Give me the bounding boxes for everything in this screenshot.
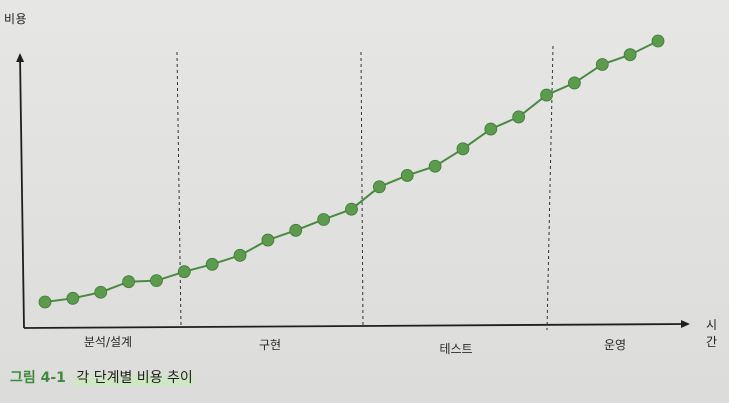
data-point-12 — [345, 202, 358, 216]
data-point-20 — [568, 76, 581, 90]
x-axis-label: 시간 — [706, 318, 718, 349]
data-point-4 — [122, 275, 135, 289]
data-point-6 — [177, 265, 191, 279]
phase-dividers — [176, 45, 554, 331]
y-axis-label: 비용 — [4, 12, 28, 26]
caption-text: 각 단계별 비용 추이 — [74, 370, 195, 386]
data-point-9 — [261, 233, 275, 247]
data-point-23 — [651, 34, 665, 48]
data-point-1 — [38, 295, 52, 309]
data-point-21 — [595, 58, 609, 71]
data-point-18 — [512, 110, 526, 124]
phase-divider-3 — [546, 45, 554, 331]
phase-label-analysis-design: 분석/설계 — [83, 335, 133, 349]
data-point-11 — [317, 213, 331, 226]
phase-label-implementation: 구현 — [258, 338, 282, 352]
caption-number: 그림 4-1 — [10, 370, 66, 386]
figure-caption: 그림 4-1 각 단계별 비용 추이 — [10, 367, 195, 387]
data-point-17 — [484, 122, 498, 136]
data-point-7 — [205, 257, 219, 271]
y-axis — [16, 53, 25, 329]
data-point-14 — [400, 169, 414, 182]
phase-label-operation: 운영 — [603, 338, 627, 352]
data-point-2 — [66, 291, 80, 305]
data-point-5 — [150, 274, 163, 288]
phase-label-testing: 테스트 — [439, 342, 473, 356]
series-line — [44, 40, 659, 303]
data-point-13 — [372, 180, 386, 194]
data-point-10 — [289, 223, 303, 237]
data-point-8 — [233, 248, 247, 262]
phase-divider-2 — [360, 51, 364, 329]
data-point-19 — [540, 88, 553, 102]
data-point-16 — [456, 142, 470, 156]
data-point-22 — [623, 48, 637, 62]
series-cost — [38, 34, 665, 309]
data-point-3 — [94, 285, 108, 299]
phase-divider-1 — [176, 51, 182, 327]
x-axis — [23, 320, 690, 329]
data-point-15 — [428, 159, 442, 173]
